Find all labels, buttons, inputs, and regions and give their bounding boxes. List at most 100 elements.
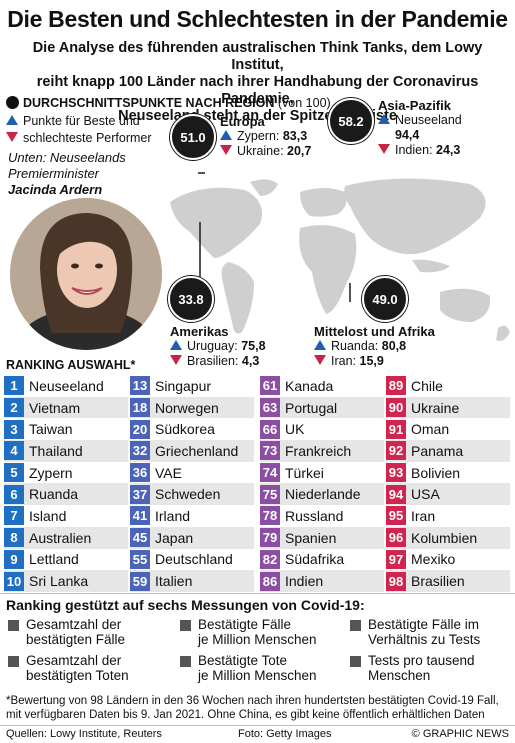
region-best-value: 94,4 [395, 128, 420, 142]
measure-item: Gesamtzahl der bestätigten Toten [8, 653, 129, 683]
triangle-up-icon [170, 340, 182, 350]
square-bullet-icon [350, 620, 361, 631]
square-bullet-icon [180, 656, 191, 667]
region-best-value: 75,8 [241, 339, 266, 353]
rank-number: 96 [386, 528, 406, 548]
rank-country: Russland [285, 507, 344, 524]
ranking-row: 6 Ruanda [4, 483, 128, 506]
triangle-down-icon [170, 355, 182, 365]
measure-item: Bestätigte Fälle je Million Menschen [180, 617, 317, 647]
legend-best: Punkte für Beste und [6, 114, 140, 128]
score-bubble-amerikas: 33.8 [168, 276, 214, 322]
ranking-row: 7 Island [4, 505, 128, 527]
ranking-row: 86 Indien [260, 570, 384, 592]
region-best-country: Ruanda [331, 339, 375, 353]
rank-number: 82 [260, 549, 280, 569]
rank-country: Chile [411, 377, 443, 394]
region-worst-country: Ukraine [237, 144, 281, 158]
region-europa: Europa Zypern: 83,3 Ukraine: 20,7 [220, 114, 312, 158]
footer-copyright: © GRAPHIC NEWS [411, 728, 509, 740]
rank-number: 36 [130, 463, 150, 483]
square-bullet-icon [180, 620, 191, 631]
rank-country: Lettland [29, 551, 79, 568]
ranking-row: 96 Kolumbien [386, 526, 510, 549]
ranking-row: 36 VAE [130, 462, 254, 484]
rank-country: Niederlande [285, 486, 361, 503]
ranking-row: 1 Neuseeland [4, 375, 128, 397]
legend-best-text: Punkte für Beste und [23, 114, 140, 128]
rank-number: 10 [4, 571, 24, 591]
region-worst-country: Iran [331, 354, 353, 368]
rank-country: Ukraine [411, 399, 460, 416]
world-map [170, 172, 510, 341]
rank-country: Kolumbien [411, 529, 478, 546]
legend-worst-text: schlechteste Performer [23, 131, 152, 145]
rank-number: 45 [130, 528, 150, 548]
region-worst-country: Indien [395, 143, 430, 157]
region-worst-country: Brasilien [187, 354, 235, 368]
triangle-down-icon [6, 132, 18, 142]
divider [0, 725, 515, 726]
rank-country: Schweden [155, 486, 221, 503]
rank-number: 20 [130, 419, 150, 439]
rank-country: Panama [411, 442, 464, 459]
rank-number: 9 [4, 549, 24, 569]
footer-photo-credit: Foto: Getty Images [238, 728, 332, 740]
ranking-row: 94 USA [386, 483, 510, 506]
divider [0, 593, 515, 594]
ranking-row: 75 Niederlande [260, 483, 384, 506]
rank-number: 7 [4, 506, 24, 526]
rank-number: 92 [386, 441, 406, 461]
ranking-grid: 1 Neuseeland 2 Vietnam 3 Taiwan 4 Thailand 5 Zype… [4, 375, 511, 592]
region-best-country: Neuseeland [395, 113, 462, 127]
portrait-photo [10, 198, 162, 350]
ranking-row: 93 Bolivien [386, 462, 510, 484]
triangle-down-icon [220, 145, 232, 155]
ranking-row: 98 Brasilien [386, 570, 510, 592]
rank-number: 13 [130, 376, 150, 396]
score-bubble-europa: 51.0 [170, 114, 216, 160]
region-worst-value: 15,9 [359, 354, 384, 368]
score-bubble-mittelost-afrika: 49.0 [362, 276, 408, 322]
rank-country: Südkorea [155, 421, 215, 438]
region-best-value: 83,3 [282, 129, 308, 143]
rank-country: Ruanda [29, 486, 79, 503]
ranking-row: 45 Japan [130, 526, 254, 549]
ranking-row: 8 Australien [4, 526, 128, 549]
ranking-row: 37 Schweden [130, 483, 254, 506]
ranking-row: 63 Portugal [260, 396, 384, 419]
ranking-row: 91 Oman [386, 418, 510, 440]
measure-text: Tests pro tausend [368, 653, 475, 668]
measure-item: Gesamtzahl der bestätigten Fälle [8, 617, 125, 647]
triangle-up-icon [314, 340, 326, 350]
ranking-row: 95 Iran [386, 505, 510, 527]
rank-number: 98 [386, 571, 406, 591]
rank-number: 2 [4, 398, 24, 418]
rank-country: Norwegen [155, 399, 219, 416]
rank-country: Italien [155, 573, 193, 590]
subtitle: Die Analyse des führenden australischen … [6, 40, 509, 125]
rank-country: Vietnam [29, 399, 81, 416]
photo-caption-name: Jacinda Ardern [8, 182, 103, 197]
rank-number: 32 [130, 441, 150, 461]
measure-item: Tests pro tausend Menschen [350, 653, 475, 683]
rank-country: Frankreich [285, 442, 352, 459]
ranking-column: 61 Kanada 63 Portugal 66 UK 73 Frankreich 74 Türk… [260, 375, 384, 592]
rank-country: Neuseeland [29, 377, 104, 394]
ranking-row: 79 Spanien [260, 526, 384, 549]
region-worst-value: 4,3 [241, 354, 260, 368]
dot-icon [6, 96, 19, 109]
ranking-row: 97 Mexiko [386, 549, 510, 571]
footer: Quellen: Lowy Institute, Reuters Foto: G… [0, 726, 515, 743]
rank-country: Singapur [155, 377, 212, 394]
rank-number: 66 [260, 419, 280, 439]
region-mittelost-afrika: Mittelost und Afrika Ruanda: 80,8 Iran: … [314, 324, 435, 368]
page-title: Die Besten und Schlechtesten in der Pand… [7, 6, 508, 32]
rank-number: 91 [386, 419, 406, 439]
measure-text: Verhältnis zu Tests [368, 632, 481, 647]
rank-number: 8 [4, 528, 24, 548]
rank-number: 79 [260, 528, 280, 548]
rank-number: 6 [4, 484, 24, 504]
measures-panel: Ranking gestützt auf sechs Messungen von… [0, 593, 515, 693]
region-worst-value: 20,7 [287, 144, 312, 158]
